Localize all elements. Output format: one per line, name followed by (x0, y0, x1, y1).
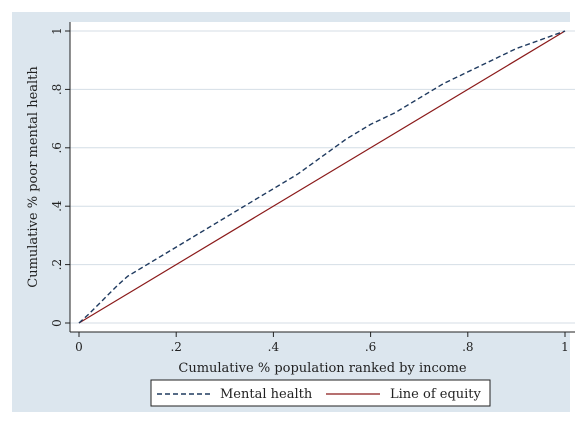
y-tick-label: .2 (50, 259, 64, 270)
legend: Mental health Line of equity (150, 379, 491, 407)
y-tick-label: .6 (50, 142, 64, 153)
x-axis-label: Cumulative % population ranked by income (178, 361, 467, 376)
y-tick-label: 0 (50, 319, 64, 327)
grid-layer (70, 30, 575, 324)
y-tick-label: .8 (50, 84, 64, 95)
x-tick-label: 1 (561, 340, 569, 354)
series-line-line-of-equity (78, 30, 566, 324)
axis-layer: 0 .2 .4 .6 .8 1 0 .2 .4 .6 .8 1 (50, 22, 575, 354)
series-line-mental-health (78, 30, 566, 324)
legend-label-line-of-equity: Line of equity (390, 387, 482, 402)
legend-box (150, 379, 491, 407)
y-axis-label: Cumulative % poor mental health (26, 66, 41, 288)
y-tick-label: .4 (50, 200, 64, 212)
x-tick-label: .2 (170, 340, 181, 354)
x-tick-label: 0 (75, 340, 83, 354)
x-tick-label: .8 (462, 340, 473, 354)
legend-label-mental-health: Mental health (220, 387, 313, 402)
series-layer (78, 30, 566, 324)
x-tick-label: .6 (365, 340, 376, 354)
y-tick-label: 1 (50, 27, 64, 35)
x-tick-label: .4 (268, 340, 280, 354)
